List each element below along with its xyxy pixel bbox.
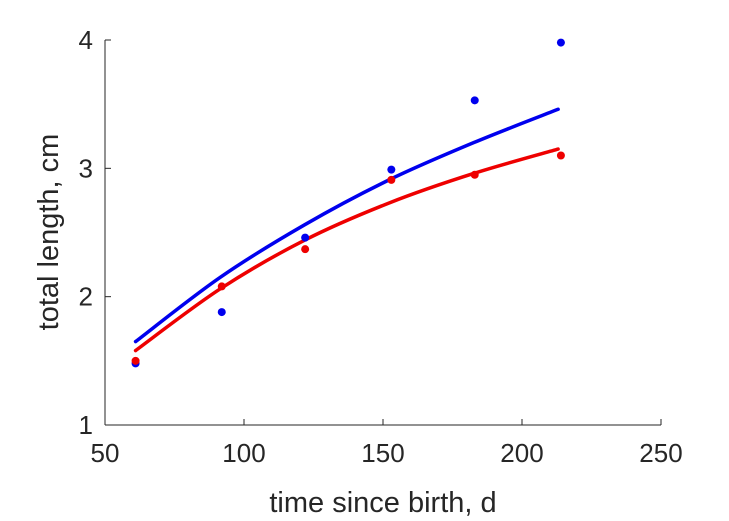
ticks: 50 100 150 200 250 1 2 3 4 [79,25,683,468]
axes [104,40,661,426]
fit-curve-series-1 [133,107,560,344]
y-tick-label: 4 [79,25,93,55]
x-axis-label: time since birth, d [269,487,496,519]
data-point-series-2 [470,170,479,179]
x-tick-label: 100 [222,438,265,468]
fit-curves [133,107,560,353]
data-point-series-1 [470,96,479,105]
data-point-series-2 [301,245,310,254]
data-point-series-1 [387,165,396,174]
data-point-series-2 [131,356,140,365]
x-tick-label: 50 [91,438,120,468]
data-point-series-2 [387,175,396,184]
x-tick-label: 150 [361,438,404,468]
y-tick-label: 1 [79,410,93,440]
y-axis-label: total length, cm [33,134,65,331]
data-point-series-2 [217,282,226,291]
fit-curve-series-2 [133,147,560,353]
data-points [131,38,565,368]
data-point-series-1 [556,38,565,47]
x-tick-label: 200 [500,438,543,468]
y-tick-label: 2 [79,282,93,312]
y-tick-label: 3 [79,153,93,183]
data-point-series-2 [556,151,565,160]
data-point-series-1 [301,233,310,242]
x-tick-label: 250 [639,438,682,468]
data-point-series-1 [217,308,226,317]
